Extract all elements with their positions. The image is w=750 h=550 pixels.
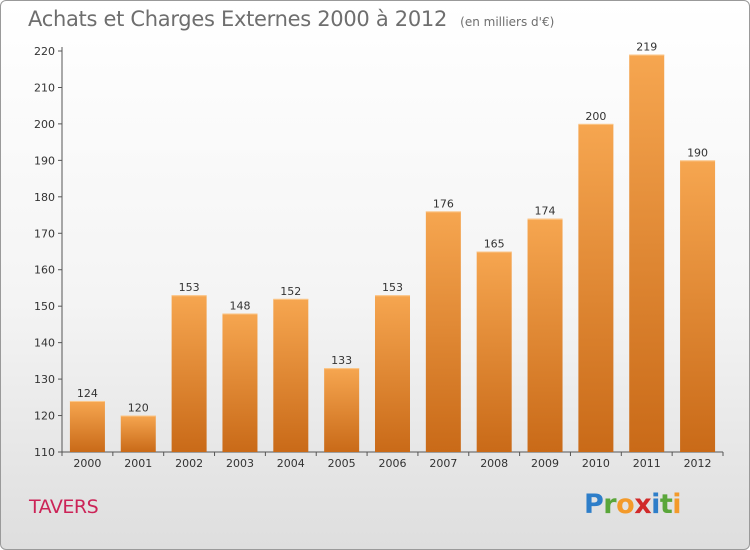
value-label: 152: [280, 285, 301, 298]
x-tick-label: 2002: [175, 457, 203, 470]
chart-unit: (en milliers d'€): [460, 15, 555, 29]
value-label: 165: [484, 238, 505, 251]
bars: [69, 54, 716, 453]
value-label: 124: [77, 387, 98, 400]
value-label: 133: [331, 354, 352, 367]
proxiti-logo: Proxiti: [584, 489, 682, 520]
logo-letter: i: [651, 489, 660, 520]
bar-2010: [578, 123, 614, 452]
x-tick-label: 2009: [531, 457, 559, 470]
x-tick-label: 2011: [633, 457, 661, 470]
value-label: 176: [433, 197, 454, 210]
x-tick-label: 2007: [429, 457, 457, 470]
x-tick-label: 2012: [684, 457, 712, 470]
y-tick-label: 110: [34, 446, 55, 459]
x-tick-label: 2008: [480, 457, 508, 470]
value-label: 174: [535, 205, 556, 218]
logo-letter: x: [634, 489, 652, 520]
logo-letter: P: [584, 489, 604, 520]
place-name: TAVERS: [29, 496, 99, 518]
value-label: 153: [382, 281, 403, 294]
x-tick-label: 2006: [379, 457, 407, 470]
x-tick-label: 2003: [226, 457, 254, 470]
x-tick-label: 2010: [582, 457, 610, 470]
x-tick-label: 2001: [124, 457, 152, 470]
bar-2006: [375, 295, 410, 452]
logo-letter: t: [659, 489, 673, 520]
y-tick-label: 160: [34, 264, 55, 277]
y-tick-label: 170: [34, 227, 55, 240]
axes: 110 120 130 140 150 160 170 180 190 200 210 220 2000…: [34, 45, 724, 470]
bar-2000: [69, 400, 105, 452]
y-tick-label: 210: [34, 81, 55, 94]
bar-2005: [324, 368, 360, 452]
chart-title-block: Achats et Charges Externes 2000 à 2012 (…: [28, 7, 554, 31]
y-tick-label: 200: [34, 118, 55, 131]
x-tick-label: 2000: [73, 457, 101, 470]
logo-letter: i: [672, 489, 682, 520]
value-label: 200: [585, 110, 606, 123]
x-tick-label: 2004: [277, 457, 305, 470]
logo-letter: r: [603, 489, 617, 520]
bar-2011: [629, 54, 665, 453]
bar-2001: [120, 415, 156, 452]
bar-2007: [425, 211, 461, 452]
y-tick-label: 180: [34, 191, 55, 204]
y-tick-label: 150: [34, 300, 55, 313]
y-tick-label: 220: [34, 45, 55, 58]
value-label: 219: [636, 41, 657, 54]
logo-letter: o: [616, 489, 635, 520]
value-label: 148: [229, 299, 250, 312]
bar-2002: [171, 295, 207, 452]
bar-2004: [273, 298, 309, 452]
bar-2012: [680, 160, 716, 452]
bar-2009: [527, 218, 563, 452]
value-label: 190: [687, 146, 708, 159]
y-tick-label: 140: [34, 337, 55, 350]
value-label: 153: [179, 281, 200, 294]
y-tick-label: 130: [34, 373, 55, 386]
value-label: 120: [128, 402, 149, 415]
x-tick-label: 2005: [328, 457, 356, 470]
bar-2008: [476, 251, 512, 452]
bar-2003: [222, 313, 258, 452]
y-tick-label: 190: [34, 154, 55, 167]
value-labels: 124 120 153 148 152 133 153 176 165 174 200 219 190: [77, 41, 708, 415]
chart-title: Achats et Charges Externes 2000 à 2012: [28, 7, 448, 31]
y-tick-label: 120: [34, 410, 55, 423]
